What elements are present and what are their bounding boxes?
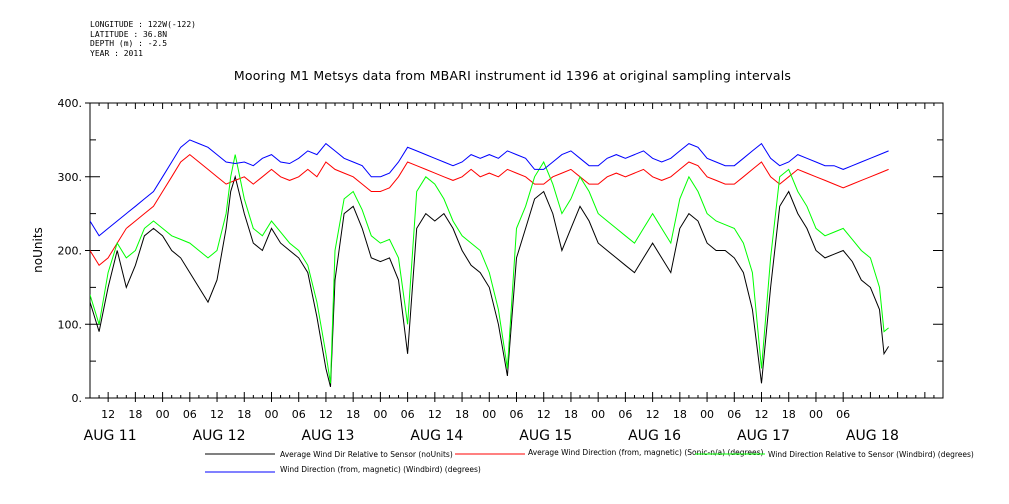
series-line-2 xyxy=(90,153,889,267)
latitude-text: LATITUDE : 36.8N xyxy=(90,29,168,39)
x-tick-label: 06 xyxy=(618,408,632,421)
x-day-label: AUG 14 xyxy=(410,428,463,444)
x-tick-label: 00 xyxy=(373,408,387,421)
x-tick-label: 06 xyxy=(836,408,850,421)
x-tick-label: 18 xyxy=(673,408,687,421)
x-tick-label: 00 xyxy=(264,408,278,421)
x-day-label: AUG 13 xyxy=(301,428,354,444)
x-tick-label: 00 xyxy=(809,408,823,421)
x-tick-label: 00 xyxy=(156,408,170,421)
x-day-label: AUG 11 xyxy=(84,428,137,444)
x-tick-label: 12 xyxy=(646,408,660,421)
series-line-4 xyxy=(90,139,889,237)
legend-label-3: Wind Direction Relative to Sensor (Windb… xyxy=(768,450,974,459)
legend-label-1: Average Wind Dir Relative to Sensor (noU… xyxy=(280,450,453,459)
x-day-label: AUG 12 xyxy=(193,428,246,444)
chart-title-wrap: Mooring M1 Metsys data from MBARI instru… xyxy=(0,68,1009,83)
x-tick-label: 18 xyxy=(782,408,796,421)
year-text: YEAR : 2011 xyxy=(90,48,143,58)
x-tick-label: 06 xyxy=(183,408,197,421)
y-tick-label: 300. xyxy=(58,171,83,184)
x-tick-label: 12 xyxy=(101,408,115,421)
x-tick-label: 12 xyxy=(428,408,442,421)
x-day-label: AUG 16 xyxy=(628,428,681,444)
longitude-text: LONGITUDE : 122W(-122) xyxy=(90,20,196,29)
x-tick-label: 06 xyxy=(510,408,524,421)
x-tick-label: 00 xyxy=(700,408,714,421)
x-tick-label: 06 xyxy=(292,408,306,421)
series-line-1 xyxy=(90,174,890,388)
x-tick-label: 06 xyxy=(401,408,415,421)
depth-text: DEPTH (m) : -2.5 xyxy=(90,39,168,48)
plot-frame xyxy=(89,102,944,399)
x-tick-label: 12 xyxy=(210,408,224,421)
x-tick-label: 12 xyxy=(537,408,551,421)
x-day-label: AUG 18 xyxy=(846,428,899,444)
x-tick-label: 00 xyxy=(482,408,496,421)
x-tick-label: 00 xyxy=(591,408,605,421)
y-tick-label: 0. xyxy=(72,392,83,405)
metadata-block: LONGITUDE : 122W(-122) LATITUDE : 36.8N … xyxy=(90,20,196,58)
x-tick-label: 12 xyxy=(755,408,769,421)
y-tick-label: 200. xyxy=(58,245,83,258)
series-line-3 xyxy=(90,154,889,384)
legend-label-4: Wind Direction (from, magnetic) (Windbir… xyxy=(280,465,481,474)
x-day-label: AUG 15 xyxy=(519,428,572,444)
y-tick-label: 400. xyxy=(58,97,83,110)
y-axis-label: noUnits xyxy=(31,227,45,273)
x-day-label: AUG 17 xyxy=(737,428,790,444)
x-tick-label: 18 xyxy=(237,408,251,421)
x-tick-label: 18 xyxy=(564,408,578,421)
chart-title: Mooring M1 Metsys data from MBARI instru… xyxy=(233,68,792,83)
x-tick-label: 18 xyxy=(128,408,142,421)
x-tick-label: 06 xyxy=(727,408,741,421)
y-tick-label: 100. xyxy=(58,318,83,331)
x-tick-label: 12 xyxy=(319,408,333,421)
legend-label-2: Average Wind Direction (from, magnetic) … xyxy=(528,448,764,457)
x-tick-label: 18 xyxy=(346,408,360,421)
x-tick-label: 18 xyxy=(455,408,469,421)
